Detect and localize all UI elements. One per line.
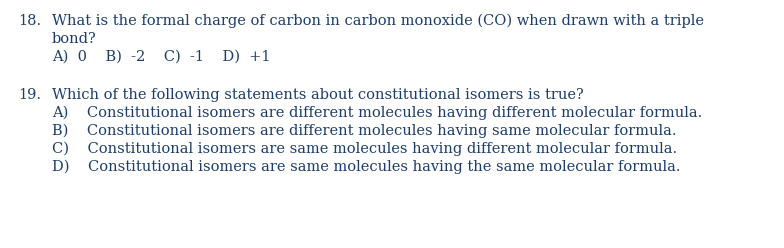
Text: B)    Constitutional isomers are different molecules having same molecular formu: B) Constitutional isomers are different … (52, 124, 677, 138)
Text: bond?: bond? (52, 32, 96, 46)
Text: 18.: 18. (18, 14, 41, 28)
Text: 19.: 19. (18, 88, 41, 102)
Text: D)    Constitutional isomers are same molecules having the same molecular formul: D) Constitutional isomers are same molec… (52, 160, 681, 174)
Text: Which of the following statements about constitutional isomers is true?: Which of the following statements about … (52, 88, 584, 102)
Text: What is the formal charge of carbon in carbon monoxide (CO) when drawn with a tr: What is the formal charge of carbon in c… (52, 14, 704, 28)
Text: A)    Constitutional isomers are different molecules having different molecular : A) Constitutional isomers are different … (52, 106, 702, 120)
Text: C)    Constitutional isomers are same molecules having different molecular formu: C) Constitutional isomers are same molec… (52, 142, 677, 156)
Text: A)  0    B)  -2    C)  -1    D)  +1: A) 0 B) -2 C) -1 D) +1 (52, 50, 270, 64)
